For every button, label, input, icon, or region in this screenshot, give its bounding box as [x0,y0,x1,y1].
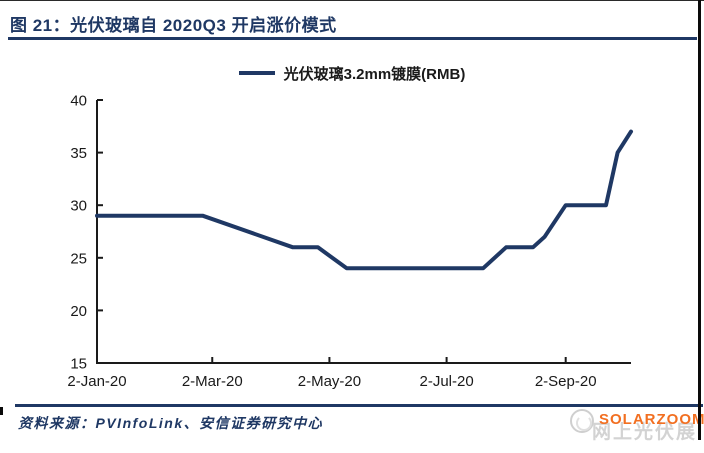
x-axis-tick-label: 2-May-20 [298,373,361,390]
watermark-gray-text: 网上光伏展 [592,422,698,443]
axis-lines [96,100,631,364]
x-axis-tick-label: 2-Jul-20 [419,373,473,390]
y-axis-tick-label: 40 [70,93,87,110]
title-underline [8,37,697,40]
y-axis-tick-label: 25 [70,250,87,267]
right-edge-artifact-bar [698,0,701,440]
watermark-orange-text: SOLARZOOM [599,411,704,428]
legend-line-swatch [238,71,275,75]
x-axis-tick-label: 2-Mar-20 [182,373,243,390]
watermark-logo-icon [570,409,594,433]
source-text: 资料来源：PVInfoLink、安信证券研究中心 [18,415,324,431]
y-axis-tick-label: 30 [70,198,87,215]
legend-label: 光伏玻璃3.2mm镀膜(RMB) [283,65,466,83]
top-border-line [0,0,704,1]
y-axis-tick-label: 20 [70,303,87,320]
footer-rule [15,404,703,407]
y-axis-tick-label: 35 [70,145,87,162]
x-axis-tick-label: 2-Sep-20 [535,373,597,390]
y-axis-tick-label: 15 [70,356,87,373]
x-axis-tick-label: 2-Jan-20 [67,373,126,390]
figure-title: 图 21：光伏玻璃自 2020Q3 开启涨价模式 [10,16,337,35]
price-line [95,129,633,271]
chart-legend: 光伏玻璃3.2mm镀膜(RMB) [0,62,704,84]
left-edge-artifact-mark [0,407,3,415]
